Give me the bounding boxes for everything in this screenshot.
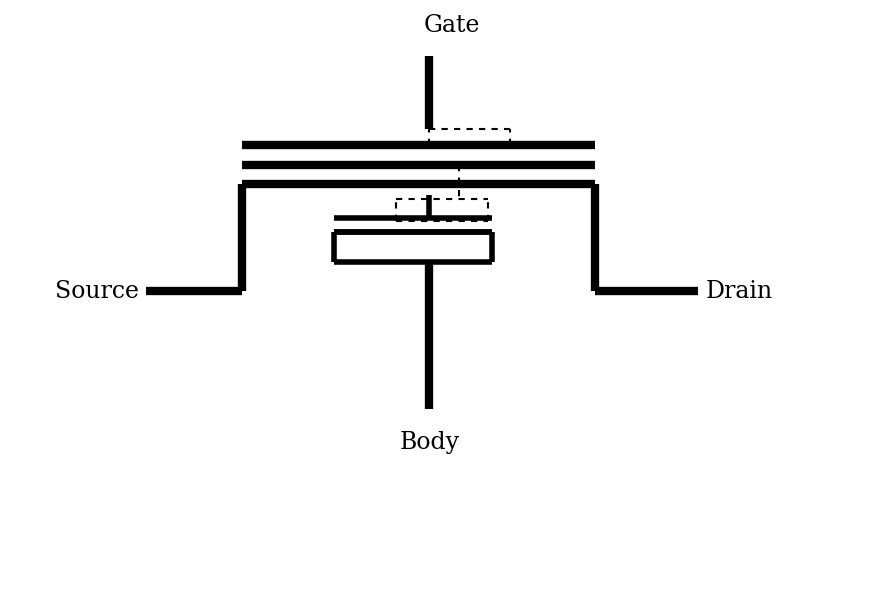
Text: Source: Source (55, 279, 139, 303)
Text: Drain: Drain (706, 279, 773, 303)
Text: Gate: Gate (423, 14, 480, 37)
Text: Body: Body (399, 431, 460, 454)
